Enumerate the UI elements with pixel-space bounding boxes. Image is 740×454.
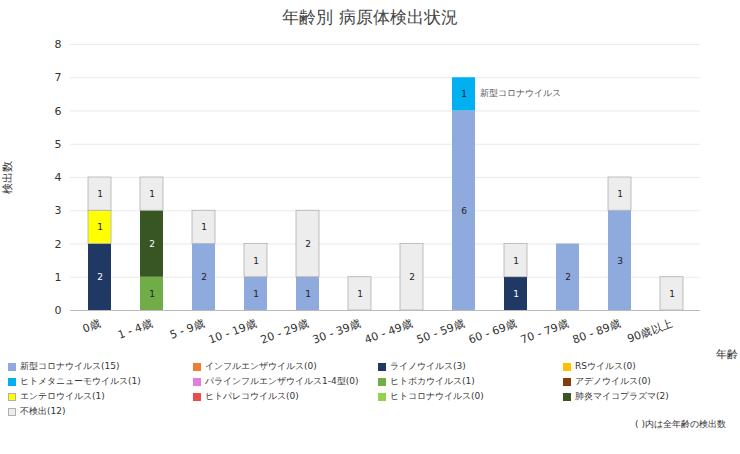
html-text:インフルエンザウイルス(0): インフルエンザウイルス(0)	[205, 361, 317, 371]
svg-text:1: 1	[149, 289, 155, 299]
svg-text:5: 5	[55, 138, 62, 151]
svg-text:2: 2	[305, 239, 311, 249]
svg-text:80 - 89歳: 80 - 89歳	[571, 317, 622, 346]
svg-text:60 - 69歳: 60 - 69歳	[467, 317, 518, 346]
svg-text:0: 0	[55, 304, 62, 317]
svg-text:20 - 29歳: 20 - 29歳	[259, 317, 310, 346]
svg-text:1: 1	[617, 189, 623, 199]
svg-text:2: 2	[55, 238, 62, 251]
svg-text:4: 4	[55, 171, 62, 184]
svg-text:1: 1	[97, 222, 103, 232]
svg-text:1: 1	[461, 89, 467, 99]
svg-text:3: 3	[617, 256, 623, 266]
svg-text:50 - 59歳: 50 - 59歳	[415, 317, 466, 346]
svg-text:70 - 79歳: 70 - 79歳	[519, 317, 570, 346]
html-text:新型コロナウイルス(15): 新型コロナウイルス(15)	[20, 361, 120, 371]
svg-text:新型コロナウイルス: 新型コロナウイルス	[480, 88, 561, 98]
svg-text:1: 1	[513, 256, 519, 266]
html-text:年齢別 病原体検出状況: 年齢別 病原体検出状況	[282, 7, 458, 27]
svg-text:6: 6	[461, 206, 467, 216]
html-text:パラインフルエンザウイルス1-4型(0): パラインフルエンザウイルス1-4型(0)	[205, 376, 359, 386]
html-text:アデノウイルス(0): アデノウイルス(0)	[575, 376, 651, 386]
svg-text:2: 2	[565, 272, 571, 282]
svg-text:2: 2	[409, 272, 415, 282]
svg-text:10 - 19歳: 10 - 19歳	[207, 317, 258, 346]
svg-text:年齢: 年齢	[716, 348, 738, 361]
html-text:エンテロウイルス(1): エンテロウイルス(1)	[20, 391, 105, 401]
html-text:ライノウイルス(3): ライノウイルス(3)	[390, 361, 466, 371]
svg-text:1: 1	[55, 271, 62, 284]
svg-text:1: 1	[513, 289, 519, 299]
html-text:ヒトコロナウイルス(0): ヒトコロナウイルス(0)	[390, 391, 484, 401]
svg-text:40 - 49歳: 40 - 49歳	[363, 317, 414, 346]
svg-text:1 - 4歳: 1 - 4歳	[116, 317, 154, 342]
svg-text:8: 8	[55, 38, 62, 51]
html-text:( )内は全年齢の検出数: ( )内は全年齢の検出数	[635, 419, 726, 429]
svg-text:1: 1	[149, 189, 155, 199]
html-text:不検出(12): 不検出(12)	[20, 406, 66, 416]
svg-text:3: 3	[55, 204, 62, 217]
svg-text:1: 1	[669, 289, 675, 299]
html-text:RSウイルス(0): RSウイルス(0)	[575, 361, 636, 371]
html-text:ヒトボカウイルス(1): ヒトボカウイルス(1)	[390, 376, 475, 386]
svg-text:1: 1	[201, 222, 207, 232]
svg-text:1: 1	[357, 289, 363, 299]
svg-text:30 - 39歳: 30 - 39歳	[311, 317, 362, 346]
html-text:ヒトパレコウイルス(0): ヒトパレコウイルス(0)	[205, 391, 299, 401]
svg-text:0歳: 0歳	[81, 317, 102, 335]
svg-text:1: 1	[253, 256, 259, 266]
svg-text:1: 1	[97, 189, 103, 199]
svg-text:90歳以上: 90歳以上	[626, 317, 675, 345]
svg-text:7: 7	[55, 71, 62, 84]
html-text:ヒトメタニューモウイルス(1): ヒトメタニューモウイルス(1)	[20, 376, 141, 386]
svg-text:2: 2	[149, 239, 155, 249]
svg-text:1: 1	[305, 289, 311, 299]
svg-text:2: 2	[97, 272, 103, 282]
svg-text:5 - 9歳: 5 - 9歳	[168, 317, 206, 342]
svg-text:検出数: 検出数	[1, 161, 14, 194]
svg-text:1: 1	[253, 289, 259, 299]
html-text:肺炎マイコプラズマ(2): 肺炎マイコプラズマ(2)	[575, 391, 669, 401]
svg-text:6: 6	[55, 105, 62, 118]
svg-text:2: 2	[201, 272, 207, 282]
